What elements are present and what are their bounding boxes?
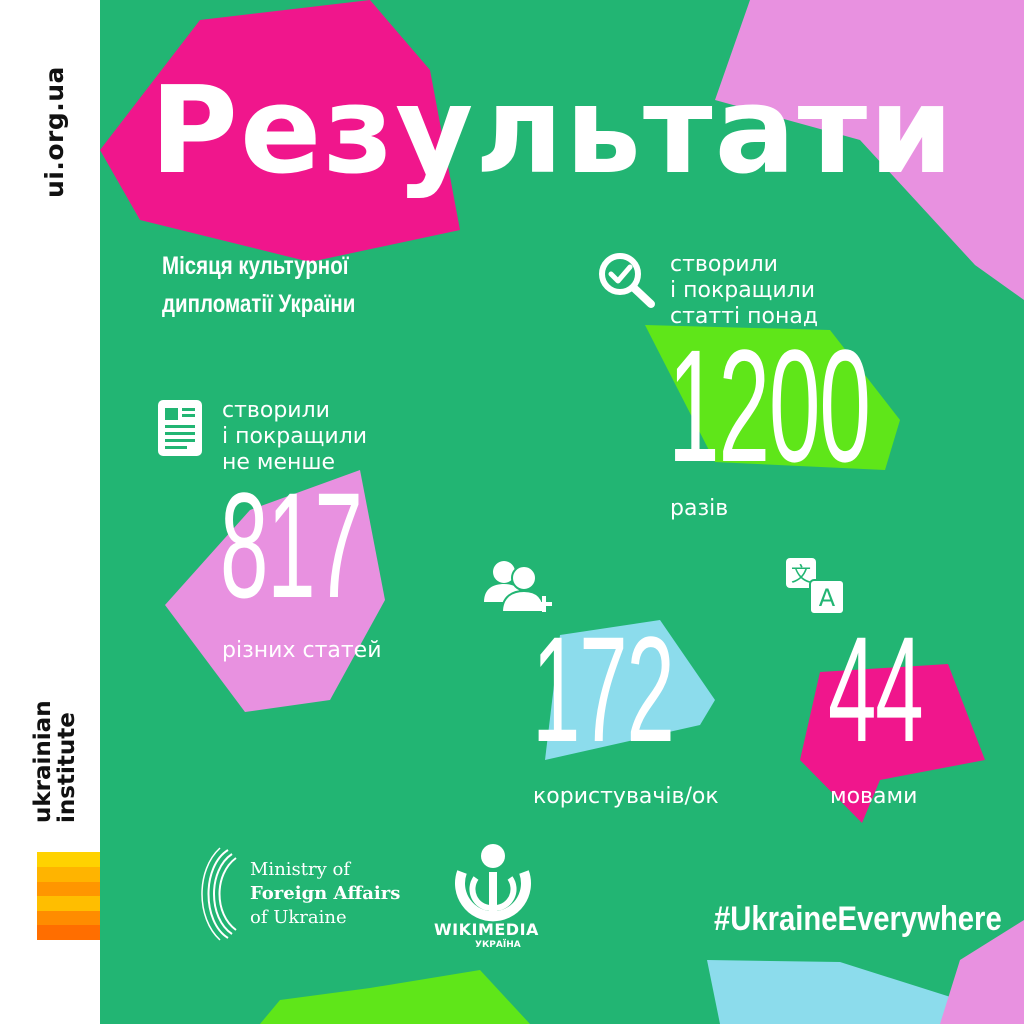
- articles-count: 817: [220, 461, 363, 629]
- languages-label: мовами: [830, 784, 918, 809]
- articles-caption: створили і покращили не менше: [222, 398, 367, 476]
- brand-name-line2: institute: [54, 712, 80, 823]
- mfa-logo-text: Ministry of Foreign Affairs of Ukraine: [250, 858, 400, 930]
- search-check-icon: [599, 253, 655, 308]
- wikimedia-logo-icon: [455, 844, 531, 922]
- lilac-shape-top: [715, 0, 1024, 300]
- articles-caption-line2: і покращили: [222, 424, 368, 449]
- lilac-shape-817: [165, 470, 385, 712]
- sidebar: ui.org.ua ukrainian institute: [0, 0, 163, 1024]
- wikimedia-name: WIKIMEDIA: [434, 920, 539, 939]
- translate-glyph-a: 文: [791, 562, 811, 586]
- users-add-icon: [484, 561, 552, 613]
- users-label: користувачів/ок: [533, 784, 719, 809]
- mfa-emblem-icon: [201, 847, 237, 941]
- users-count: 172: [532, 605, 675, 773]
- brand-name-line1: ukrainian: [30, 700, 56, 823]
- translate-glyph-b: A: [819, 584, 836, 612]
- pink-shape-44: [800, 664, 985, 823]
- decorative-shapes: [100, 0, 1024, 1024]
- site-url[interactable]: ui.org.ua: [40, 66, 69, 198]
- edits-caption: створили і покращили статті понад: [670, 252, 818, 330]
- blue-shape-172: [545, 620, 715, 760]
- translate-icon: 文 A: [786, 558, 845, 615]
- edits-caption-line3: статті понад: [670, 304, 819, 329]
- subtitle-line1: Місяця культурної: [162, 252, 349, 280]
- lime-shape-bottom: [260, 970, 530, 1024]
- lilac-shape-bottom: [940, 920, 1024, 1024]
- edits-caption-line1: створили: [670, 252, 778, 277]
- article-icon: [158, 400, 202, 456]
- edits-label: разів: [670, 496, 729, 521]
- pink-shape-top: [100, 0, 460, 262]
- blue-shape-bottom: [707, 930, 1024, 1024]
- wikimedia-subtitle: УКРАЇНА: [475, 940, 521, 950]
- articles-label: різних статей: [222, 638, 382, 663]
- page-subtitle: Місяця культурної дипломатії України: [162, 247, 355, 323]
- languages-count: 44: [828, 605, 924, 773]
- main-panel: Результати Місяця культурної дипломатії …: [100, 0, 1024, 1024]
- mfa-line1: Ministry of: [250, 859, 351, 880]
- articles-caption-line3: не менше: [222, 450, 336, 475]
- lime-shape-1200: [645, 325, 900, 470]
- hashtag[interactable]: #UkraineEverywhere: [714, 900, 1002, 938]
- articles-caption-line1: створили: [222, 398, 330, 423]
- edits-count: 1200: [668, 316, 871, 495]
- subtitle-line2: дипломатії України: [162, 290, 356, 318]
- mfa-line3: of Ukraine: [250, 907, 347, 928]
- page-title: Результати: [150, 62, 956, 201]
- mfa-line2: Foreign Affairs: [250, 883, 401, 904]
- edits-caption-line2: і покращили: [670, 278, 816, 303]
